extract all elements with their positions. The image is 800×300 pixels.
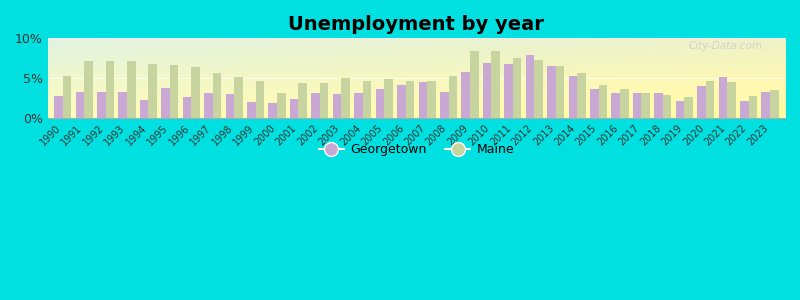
Bar <box>727 82 736 118</box>
Bar <box>770 90 778 118</box>
Bar <box>84 61 93 118</box>
Bar <box>149 64 157 118</box>
Bar <box>762 92 770 118</box>
Bar <box>127 61 136 118</box>
Bar <box>170 65 178 118</box>
Bar <box>290 99 298 118</box>
Bar <box>234 77 242 118</box>
Bar <box>611 92 620 118</box>
Bar <box>718 77 727 118</box>
Bar <box>483 63 491 118</box>
Bar <box>311 93 320 118</box>
Bar <box>320 83 329 118</box>
Bar <box>54 96 62 118</box>
Bar <box>663 95 671 118</box>
Bar <box>633 92 642 118</box>
Bar <box>598 85 607 118</box>
Bar <box>384 79 393 118</box>
Legend: Georgetown, Maine: Georgetown, Maine <box>314 138 519 161</box>
Bar <box>676 101 684 118</box>
Bar <box>569 76 577 118</box>
Bar <box>418 82 427 118</box>
Title: Unemployment by year: Unemployment by year <box>289 15 544 34</box>
Bar <box>526 55 534 118</box>
Bar <box>75 92 84 118</box>
Bar <box>247 102 256 118</box>
Bar <box>118 92 127 118</box>
Bar <box>376 88 384 118</box>
Bar <box>684 97 693 118</box>
Bar <box>654 92 663 118</box>
Bar <box>470 51 478 118</box>
Bar <box>182 97 191 118</box>
Bar <box>97 92 106 118</box>
Bar <box>226 94 234 118</box>
Bar <box>462 72 470 118</box>
Bar <box>62 76 71 118</box>
Bar <box>406 81 414 118</box>
Text: City-Data.com: City-Data.com <box>689 41 763 51</box>
Bar <box>354 92 362 118</box>
Bar <box>547 66 556 118</box>
Bar <box>556 66 564 118</box>
Bar <box>620 89 629 118</box>
Bar <box>577 73 586 118</box>
Bar <box>590 89 598 118</box>
Bar <box>298 83 307 118</box>
Bar <box>277 92 286 118</box>
Bar <box>642 92 650 118</box>
Bar <box>513 58 522 118</box>
Bar <box>256 81 264 118</box>
Bar <box>449 76 457 118</box>
Bar <box>491 51 500 118</box>
Bar <box>749 96 757 118</box>
Bar <box>534 60 543 118</box>
Bar <box>427 81 436 118</box>
Bar <box>362 81 371 118</box>
Bar <box>106 61 114 118</box>
Bar <box>342 78 350 118</box>
Bar <box>697 86 706 118</box>
Bar <box>706 81 714 118</box>
Bar <box>191 67 200 118</box>
Bar <box>397 85 406 118</box>
Bar <box>504 64 513 118</box>
Bar <box>333 94 342 118</box>
Bar <box>204 92 213 118</box>
Bar <box>740 101 749 118</box>
Bar <box>162 88 170 118</box>
Bar <box>213 74 222 118</box>
Bar <box>440 92 449 118</box>
Bar <box>269 103 277 118</box>
Bar <box>140 100 149 118</box>
